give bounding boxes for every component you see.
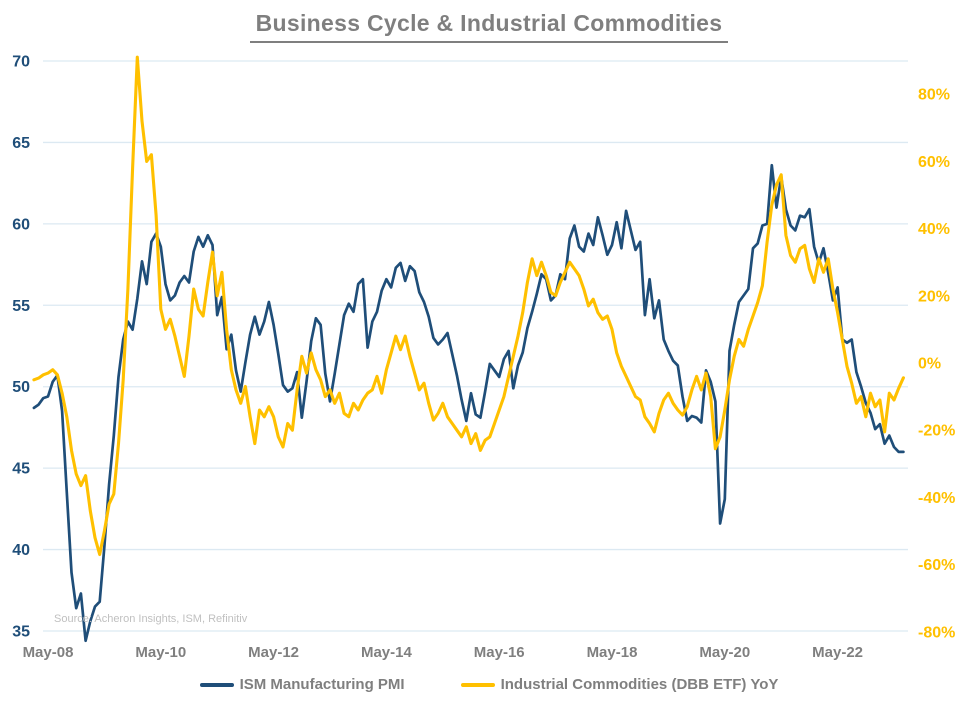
svg-text:May-18: May-18 [587, 644, 638, 661]
svg-text:70: 70 [12, 54, 30, 71]
dbb-line [32, 55, 905, 557]
pmi-line [32, 163, 905, 643]
svg-text:-60%: -60% [918, 557, 955, 574]
svg-text:40: 40 [12, 542, 30, 559]
dbb-legend-swatch [460, 682, 495, 687]
svg-text:40%: 40% [918, 221, 950, 238]
y-axis-left: 70 65 60 55 50 45 40 35 [12, 54, 30, 641]
chart-title: Business Cycle & Industrial Commodities [249, 10, 729, 43]
svg-text:80%: 80% [918, 87, 950, 104]
gridlines [43, 60, 908, 632]
dbb-legend-label: Industrial Commodities (DBB ETF) YoY [500, 676, 779, 693]
legend: ISM Manufacturing PMI Industrial Commodi… [0, 676, 978, 693]
svg-text:0%: 0% [918, 356, 941, 373]
svg-text:May-14: May-14 [361, 644, 413, 661]
svg-text:May-22: May-22 [812, 644, 863, 661]
y-axis-right: 80% 60% 40% 20% 0% -20% -40% -60% -80% [918, 87, 955, 642]
svg-text:May-08: May-08 [23, 644, 74, 661]
svg-text:65: 65 [12, 135, 30, 152]
svg-text:May-10: May-10 [135, 644, 186, 661]
svg-text:20%: 20% [918, 288, 950, 305]
svg-text:60: 60 [12, 216, 30, 233]
svg-text:May-16: May-16 [474, 644, 525, 661]
title-wrap: Business Cycle & Industrial Commodities [0, 10, 978, 43]
pmi-legend-swatch [199, 682, 234, 687]
x-axis: May-08 May-10 May-12 May-14 May-16 May-18 May-… [23, 644, 863, 661]
svg-text:35: 35 [12, 624, 30, 641]
source-note: Source: Acheron Insights, ISM, Refinitiv [54, 613, 248, 625]
svg-text:45: 45 [12, 461, 30, 478]
svg-text:May-20: May-20 [699, 644, 750, 661]
svg-text:50: 50 [12, 379, 30, 396]
svg-text:-80%: -80% [918, 624, 955, 641]
pmi-legend-label: ISM Manufacturing PMI [239, 676, 405, 693]
svg-text:-20%: -20% [918, 423, 955, 440]
svg-text:May-12: May-12 [248, 644, 299, 661]
svg-text:55: 55 [12, 298, 30, 315]
svg-text:-40%: -40% [918, 490, 955, 507]
legend-item-dbb: Industrial Commodities (DBB ETF) YoY [460, 676, 779, 693]
legend-item-pmi: ISM Manufacturing PMI [199, 676, 405, 693]
svg-text:60%: 60% [918, 154, 950, 171]
